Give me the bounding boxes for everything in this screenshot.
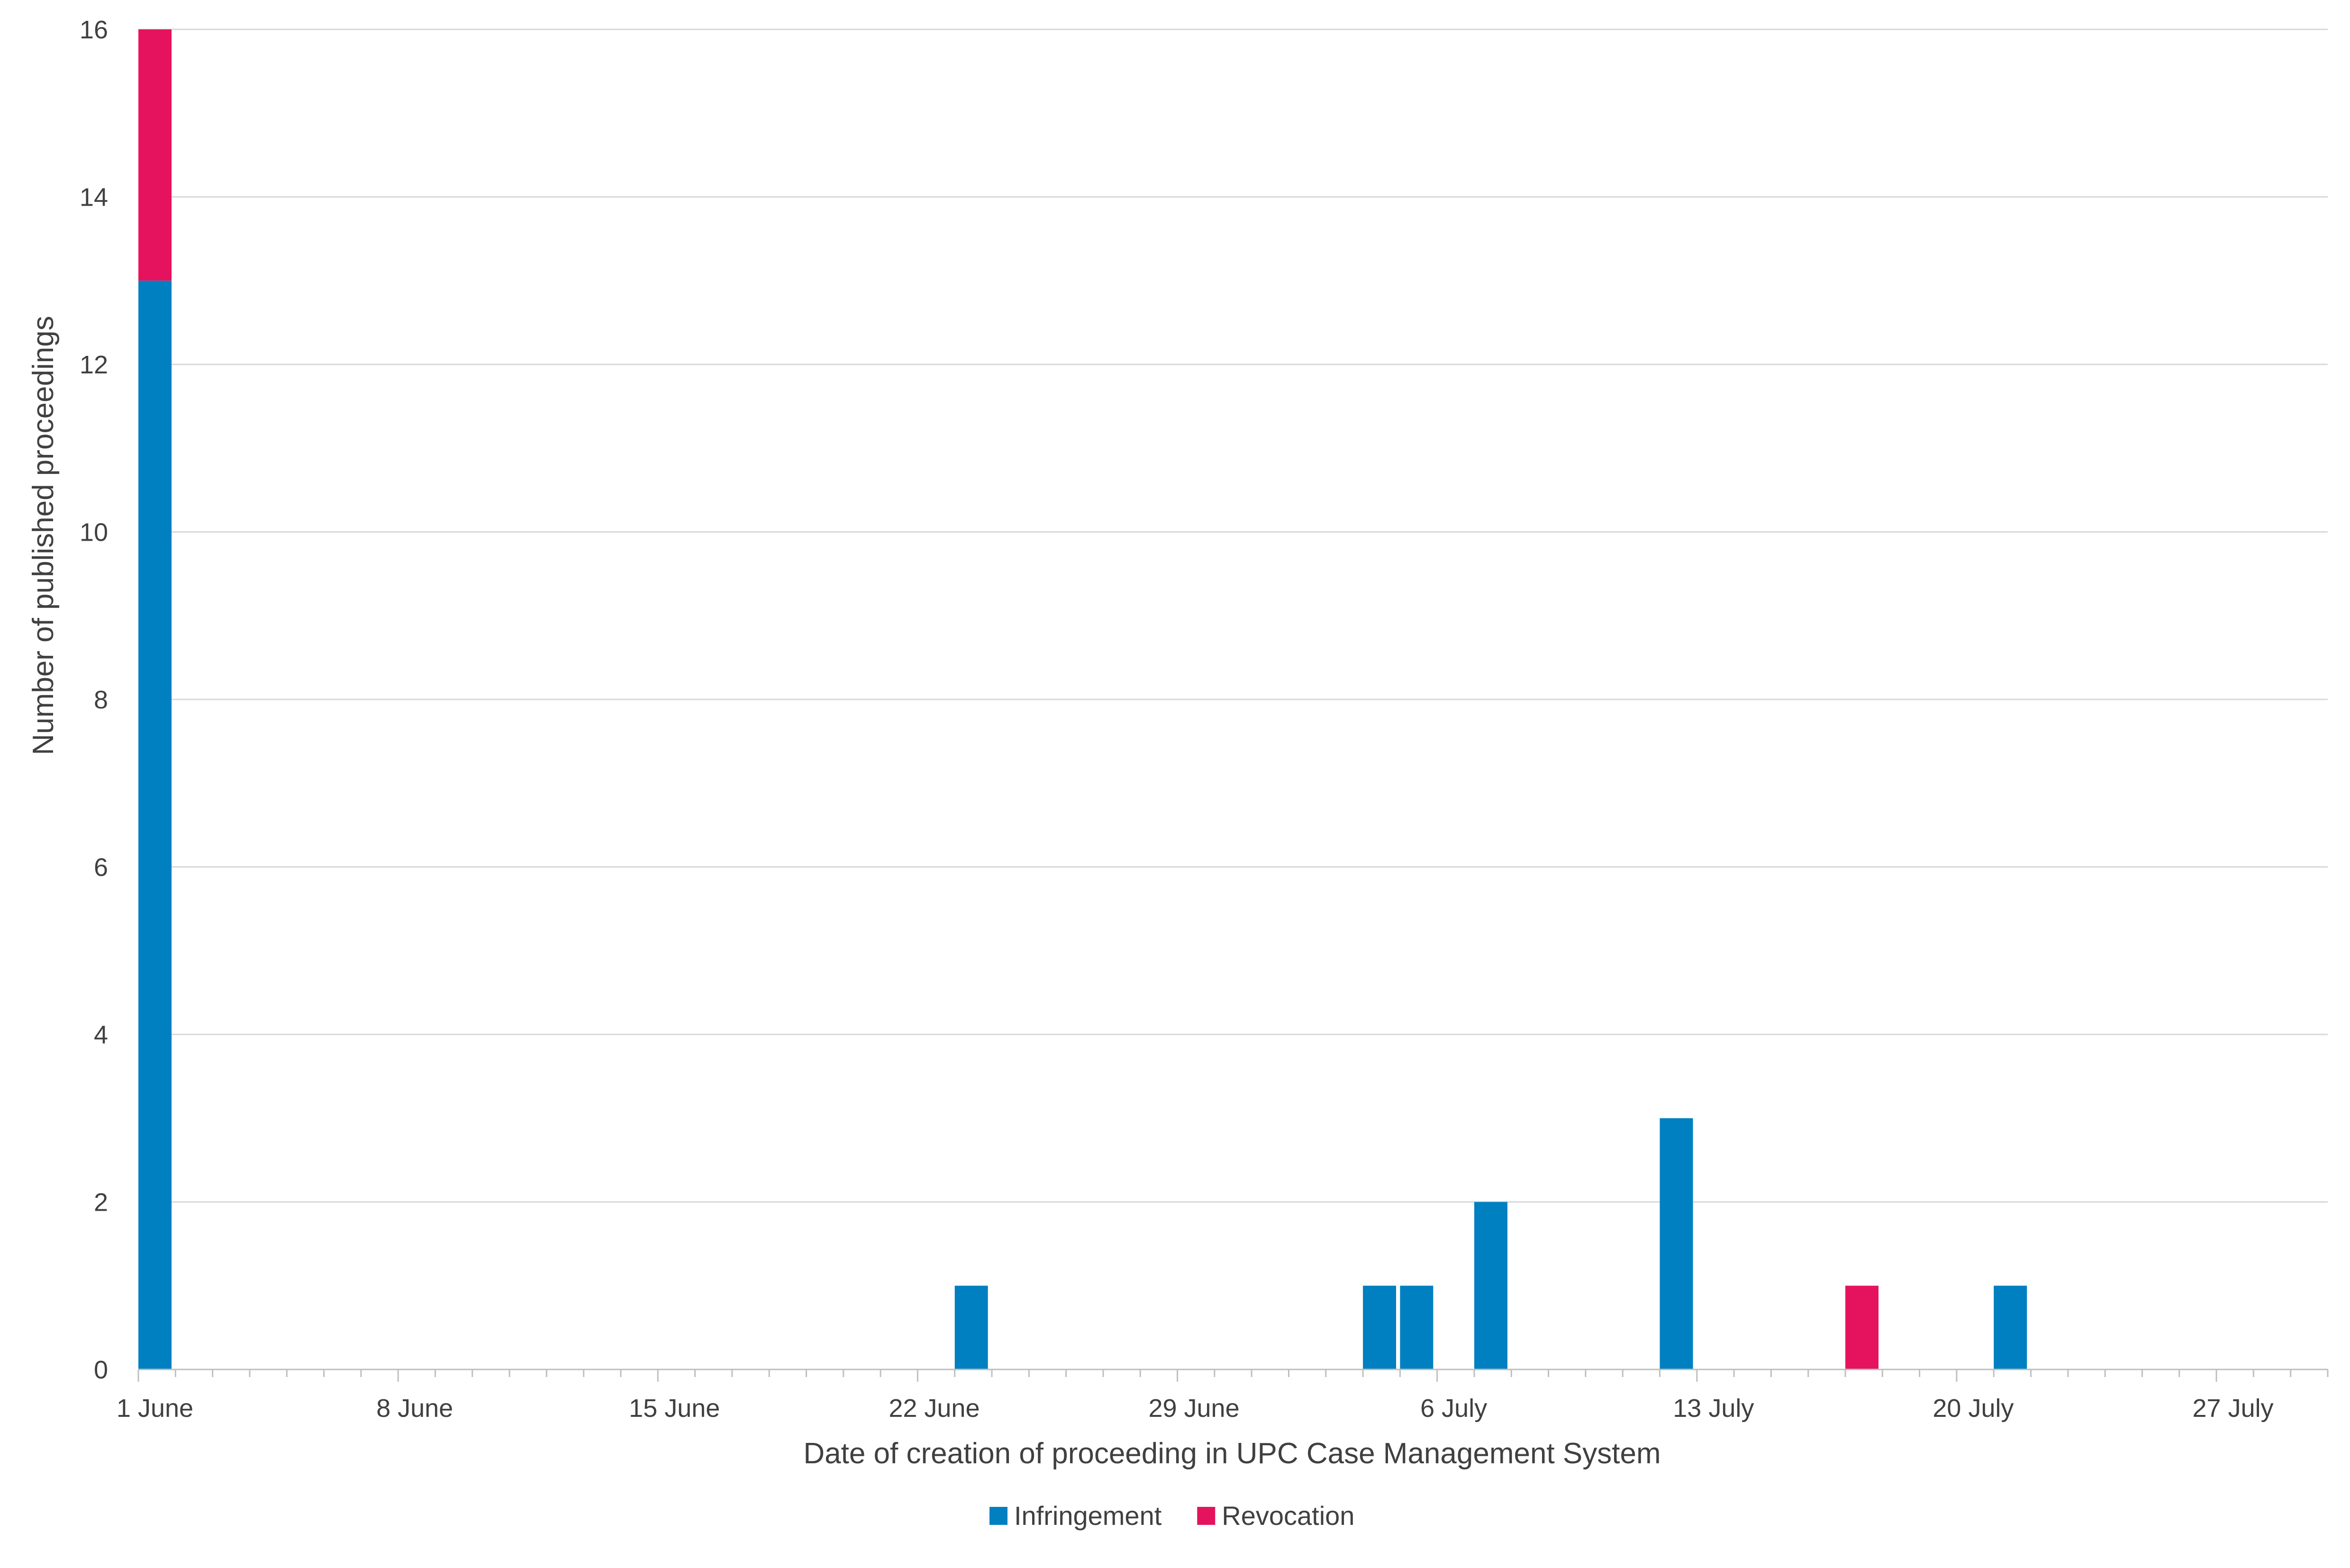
legend-swatch <box>1197 1507 1216 1525</box>
legend-label: Revocation <box>1222 1501 1354 1531</box>
bar-infringement <box>1474 1202 1507 1369</box>
y-axis: 0 2 4 6 8 10 12 14 16 <box>80 16 108 1384</box>
y-tick-label: 6 <box>94 853 108 882</box>
legend: Infringement Revocation <box>989 1501 1354 1531</box>
y-tick-label: 10 <box>80 518 108 547</box>
y-tick-label: 0 <box>94 1356 108 1384</box>
y-tick-label: 4 <box>94 1021 108 1049</box>
y-axis-title: Number of published proceedings <box>27 316 60 755</box>
x-tick-label: 20 July <box>1933 1394 2014 1423</box>
bar-revocation <box>138 29 172 281</box>
legend-swatch <box>989 1507 1007 1525</box>
y-tick-label: 12 <box>80 351 108 379</box>
bar-infringement <box>138 281 172 1369</box>
x-axis-title: Date of creation of proceeding in UPC Ca… <box>803 1437 1660 1470</box>
gridlines <box>138 28 2328 1203</box>
x-tick-label: 22 June <box>889 1394 980 1423</box>
bar-infringement <box>1400 1286 1434 1369</box>
x-tick-label: 27 July <box>2193 1394 2274 1423</box>
x-tick-label: 15 June <box>629 1394 720 1423</box>
x-tick-label: 6 July <box>1420 1394 1487 1423</box>
y-tick-label: 16 <box>80 16 108 44</box>
bar-infringement <box>1994 1286 2027 1369</box>
bar-infringement <box>1363 1286 1397 1369</box>
y-tick-label: 2 <box>94 1188 108 1217</box>
x-tick-label: 1 June <box>117 1394 193 1423</box>
bars <box>138 29 2027 1369</box>
bar-infringement <box>1660 1118 1693 1369</box>
x-tick-label: 8 June <box>376 1394 453 1423</box>
y-tick-label: 14 <box>80 183 108 212</box>
x-tick-label: 29 June <box>1148 1394 1239 1423</box>
x-tick-label: 13 July <box>1673 1394 1754 1423</box>
bar-infringement <box>954 1286 988 1369</box>
y-tick-label: 8 <box>94 686 108 714</box>
x-axis: 1 June 8 June 15 June 22 June 29 June 6 July 1… <box>117 1369 2329 1423</box>
legend-label: Infringement <box>1014 1501 1162 1531</box>
bar-revocation <box>1845 1286 1879 1369</box>
